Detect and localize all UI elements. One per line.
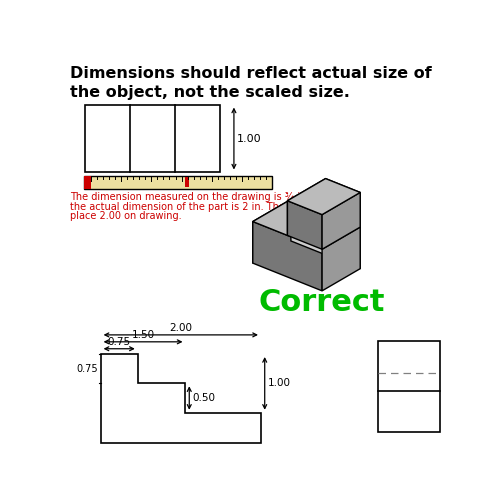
Polygon shape	[253, 222, 322, 291]
Text: Correct: Correct	[258, 288, 385, 317]
Text: the actual dimension of the part is 2 in. Therefore,: the actual dimension of the part is 2 in…	[70, 202, 316, 211]
Bar	[378, 341, 440, 432]
Polygon shape	[322, 192, 360, 250]
Text: 1.00: 1.00	[237, 134, 262, 143]
Text: the object, not the scaled size.: the object, not the scaled size.	[70, 84, 350, 100]
Polygon shape	[291, 200, 360, 268]
Text: 1.00: 1.00	[268, 378, 291, 388]
Text: 0.75: 0.75	[108, 337, 131, 347]
Polygon shape	[253, 200, 326, 235]
Polygon shape	[288, 178, 326, 236]
Text: 0.75: 0.75	[76, 364, 98, 374]
Bar	[84, 176, 90, 188]
Bar	[86, 104, 220, 172]
Polygon shape	[322, 227, 360, 291]
Text: 1.50: 1.50	[132, 330, 154, 340]
Polygon shape	[100, 354, 261, 444]
Polygon shape	[288, 178, 360, 214]
Text: The dimension measured on the drawing is ¾ in., but: The dimension measured on the drawing is…	[70, 192, 332, 202]
Polygon shape	[253, 200, 291, 263]
Text: place 2.00 on drawing.: place 2.00 on drawing.	[70, 211, 182, 221]
Bar	[184, 177, 190, 187]
Text: 2.00: 2.00	[170, 324, 192, 334]
Bar	[84, 176, 272, 188]
Text: 0.50: 0.50	[192, 393, 216, 403]
Polygon shape	[326, 178, 360, 227]
Text: Dimensions should reflect actual size of: Dimensions should reflect actual size of	[70, 66, 432, 81]
Polygon shape	[288, 201, 322, 250]
